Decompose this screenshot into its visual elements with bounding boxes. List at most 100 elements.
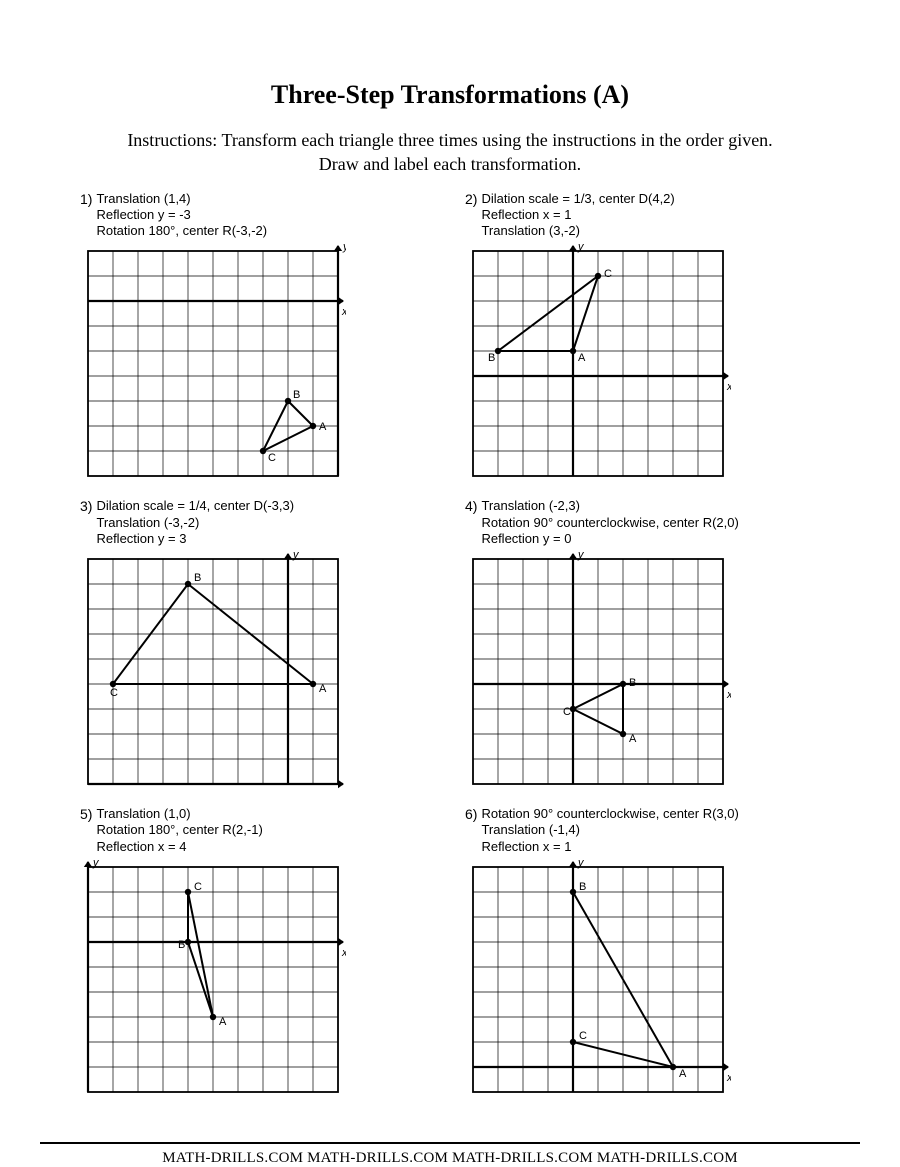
transformation-step: Reflection y = 3 xyxy=(96,531,294,547)
transformation-steps: Dilation scale = 1/4, center D(-3,3)Tran… xyxy=(96,498,294,547)
footer-text: MATH-DRILLS.COM MATH-DRILLS.COM MATH-DRI… xyxy=(0,1150,900,1167)
transformation-step: Rotation 180°, center R(2,-1) xyxy=(96,822,262,838)
vertex-point xyxy=(260,448,266,454)
problem-number: 2) xyxy=(465,191,477,207)
problem: 1)Translation (1,4)Reflection y = -3Rota… xyxy=(80,191,435,485)
vertex-label: C xyxy=(563,706,571,718)
vertex-point xyxy=(185,889,191,895)
transformation-step: Translation (1,0) xyxy=(96,806,262,822)
coordinate-grid: xyABC xyxy=(465,859,731,1100)
transformation-steps: Translation (1,0)Rotation 180°, center R… xyxy=(96,806,262,855)
vertex-label: C xyxy=(194,881,202,893)
coordinate-grid: x y A B C xyxy=(80,243,346,484)
svg-text:x: x xyxy=(341,789,346,792)
vertex-label: C xyxy=(268,452,276,464)
problem-header: 4)Translation (-2,3)Rotation 90° counter… xyxy=(465,498,820,547)
vertex-label: A xyxy=(219,1016,227,1028)
vertex-point xyxy=(185,581,191,587)
worksheet-page: Three-Step Transformations (A) Instructi… xyxy=(0,0,900,1130)
transformation-step: Rotation 180°, center R(-3,-2) xyxy=(96,223,267,239)
vertex-label: B xyxy=(178,939,185,951)
transformation-step: Reflection x = 4 xyxy=(96,839,262,855)
problem-header: 3)Dilation scale = 1/4, center D(-3,3)Tr… xyxy=(80,498,435,547)
svg-text:x: x xyxy=(341,947,346,959)
problem-header: 6)Rotation 90° counterclockwise, center … xyxy=(465,806,820,855)
grid-container: xyABC xyxy=(465,551,820,792)
problem-number: 4) xyxy=(465,498,477,514)
transformation-step: Translation (-1,4) xyxy=(481,822,738,838)
problem-header: 5)Translation (1,0)Rotation 180°, center… xyxy=(80,806,435,855)
vertex-label: C xyxy=(110,687,118,699)
instructions-line-1: Instructions: Transform each triangle th… xyxy=(127,130,772,150)
transformation-steps: Translation (1,4)Reflection y = -3Rotati… xyxy=(96,191,267,240)
vertex-point xyxy=(310,681,316,687)
vertex-point xyxy=(495,348,501,354)
coordinate-grid: xyABC xyxy=(80,551,346,792)
vertex-point xyxy=(620,681,626,687)
transformation-step: Rotation 90° counterclockwise, center R(… xyxy=(481,515,738,531)
coordinate-grid: xyABC xyxy=(465,551,731,792)
problem: 3)Dilation scale = 1/4, center D(-3,3)Tr… xyxy=(80,498,435,792)
grid-container: x y A B C xyxy=(80,243,435,484)
vertex-point xyxy=(285,398,291,404)
transformation-step: Reflection y = -3 xyxy=(96,207,267,223)
vertex-label: B xyxy=(488,352,495,364)
page-title: Three-Step Transformations (A) xyxy=(70,80,830,110)
problem: 6)Rotation 90° counterclockwise, center … xyxy=(465,806,820,1100)
transformation-step: Reflection x = 1 xyxy=(481,207,674,223)
vertex-point xyxy=(570,889,576,895)
problem-number: 3) xyxy=(80,498,92,514)
transformation-steps: Translation (-2,3)Rotation 90° countercl… xyxy=(481,498,738,547)
transformation-step: Translation (1,4) xyxy=(96,191,267,207)
vertex-label: B xyxy=(194,572,201,584)
vertex-label: A xyxy=(319,421,327,433)
vertex-label: A xyxy=(578,352,586,364)
vertex-point xyxy=(670,1064,676,1070)
vertex-point xyxy=(310,423,316,429)
vertex-label: A xyxy=(319,683,327,695)
grid-container: xyABC xyxy=(465,243,820,484)
problem-header: 2)Dilation scale = 1/3, center D(4,2)Ref… xyxy=(465,191,820,240)
triangle xyxy=(188,892,213,1017)
transformation-step: Translation (-3,-2) xyxy=(96,515,294,531)
transformation-step: Translation (3,-2) xyxy=(481,223,674,239)
transformation-step: Reflection x = 1 xyxy=(481,839,738,855)
problem-number: 5) xyxy=(80,806,92,822)
vertex-label: C xyxy=(604,268,612,280)
svg-text:y: y xyxy=(342,243,346,253)
vertex-point xyxy=(620,731,626,737)
svg-text:x: x xyxy=(341,306,346,318)
problems-grid: 1)Translation (1,4)Reflection y = -3Rota… xyxy=(70,191,830,1100)
transformation-step: Translation (-2,3) xyxy=(481,498,738,514)
transformation-steps: Dilation scale = 1/3, center D(4,2)Refle… xyxy=(481,191,674,240)
grid-container: xyABC xyxy=(80,551,435,792)
vertex-point xyxy=(595,273,601,279)
vertex-label: B xyxy=(293,389,300,401)
svg-text:x: x xyxy=(726,1072,731,1084)
problem-number: 6) xyxy=(465,806,477,822)
vertex-point xyxy=(185,939,191,945)
problem-number: 1) xyxy=(80,191,92,207)
vertex-point xyxy=(570,348,576,354)
transformation-step: Dilation scale = 1/3, center D(4,2) xyxy=(481,191,674,207)
svg-text:x: x xyxy=(726,689,731,701)
instructions-line-2: Draw and label each transformation. xyxy=(319,154,581,174)
problem-header: 1)Translation (1,4)Reflection y = -3Rota… xyxy=(80,191,435,240)
transformation-step: Reflection y = 0 xyxy=(481,531,738,547)
svg-text:x: x xyxy=(726,381,731,393)
problem: 2)Dilation scale = 1/3, center D(4,2)Ref… xyxy=(465,191,820,485)
vertex-label: B xyxy=(579,881,586,893)
grid-container: xyABC xyxy=(80,859,435,1100)
problem: 5)Translation (1,0)Rotation 180°, center… xyxy=(80,806,435,1100)
vertex-point xyxy=(210,1014,216,1020)
problem: 4)Translation (-2,3)Rotation 90° counter… xyxy=(465,498,820,792)
vertex-label: B xyxy=(629,677,636,689)
coordinate-grid: xyABC xyxy=(465,243,731,484)
transformation-steps: Rotation 90° counterclockwise, center R(… xyxy=(481,806,738,855)
transformation-step: Dilation scale = 1/4, center D(-3,3) xyxy=(96,498,294,514)
vertex-label: A xyxy=(629,733,637,745)
footer-rule xyxy=(40,1142,860,1144)
vertex-label: A xyxy=(679,1068,687,1080)
vertex-point xyxy=(570,1039,576,1045)
vertex-label: C xyxy=(579,1030,587,1042)
